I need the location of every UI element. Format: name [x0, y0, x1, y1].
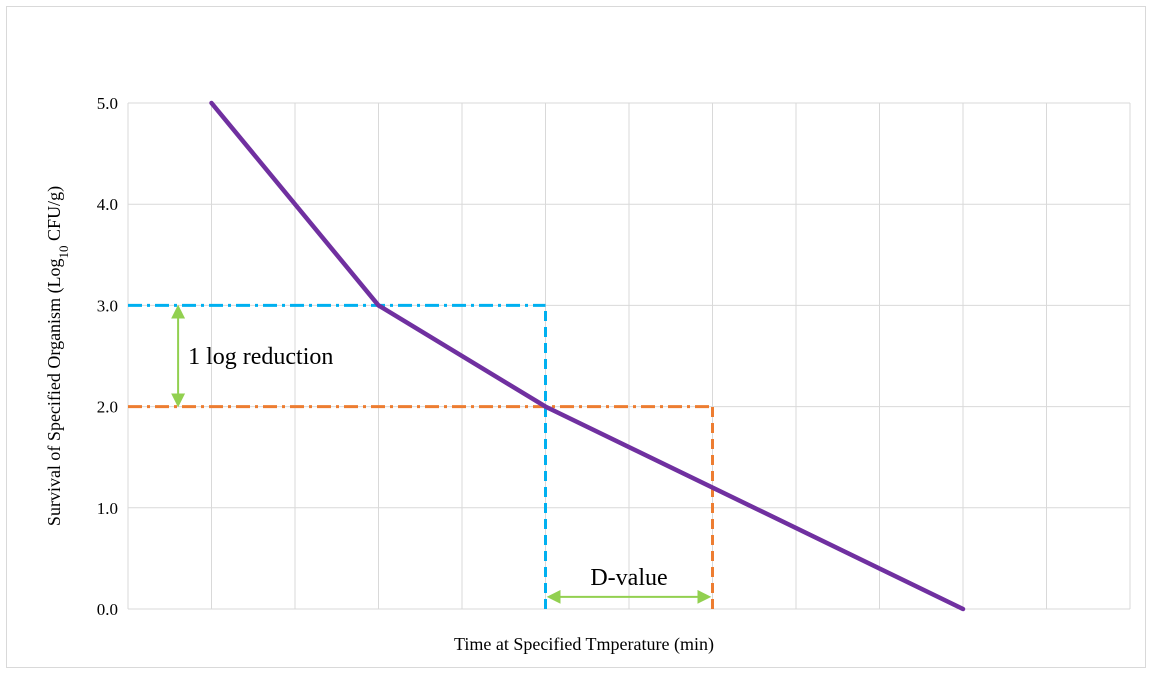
reference-lines [128, 303, 714, 609]
y-axis-title: Survival of Specified Organism (Log10 CF… [44, 186, 71, 526]
y-axis-title-prefix: Survival of Specified Organism (Log [44, 258, 65, 526]
annotation-label: 1 log reduction [188, 344, 333, 370]
series-lines [209, 100, 966, 612]
x-axis-title: Time at Specified Tmperature (min) [454, 634, 714, 655]
y-axis-title-subscript: 10 [56, 245, 71, 258]
y-tick-label: 5.0 [97, 94, 118, 113]
y-tick-label: 0.0 [97, 600, 118, 619]
annotation-label: D-value [590, 565, 667, 591]
y-tick-label: 3.0 [97, 296, 118, 315]
series-line [209, 100, 966, 612]
y-tick-label: 1.0 [97, 499, 118, 518]
y-axis-title-suffix: CFU/g) [44, 186, 65, 246]
annotations: 1 log reduction D-value [171, 304, 712, 604]
y-tick-label: 2.0 [97, 398, 118, 417]
y-tick-label: 4.0 [97, 195, 118, 214]
y-tick-labels: 0.0 1.0 2.0 3.0 4.0 5.0 [97, 94, 118, 619]
chart-frame [6, 6, 1146, 668]
